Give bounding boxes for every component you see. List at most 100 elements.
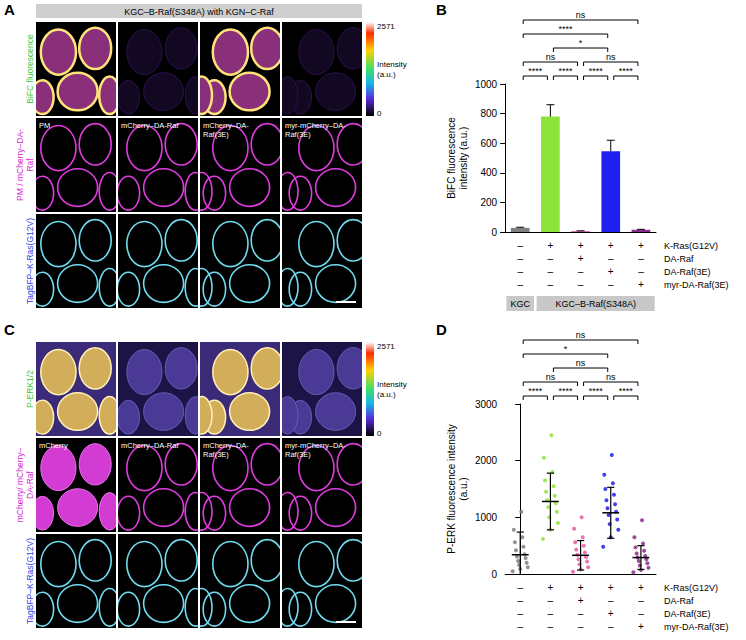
svg-text:+: + bbox=[578, 253, 584, 264]
svg-text:–: – bbox=[517, 595, 523, 606]
svg-text:–: – bbox=[548, 621, 554, 632]
svg-text:ns: ns bbox=[576, 358, 586, 368]
svg-text:ns: ns bbox=[546, 372, 556, 382]
svg-text:Intensity(a.u.): Intensity(a.u.) bbox=[377, 380, 407, 399]
svg-text:–: – bbox=[517, 240, 523, 251]
svg-text:P-ERK1/2: P-ERK1/2 bbox=[25, 370, 35, 408]
svg-text:mCherry–DA-Raf(3E): mCherry–DA-Raf(3E) bbox=[203, 441, 249, 459]
svg-text:600: 600 bbox=[480, 138, 497, 149]
svg-text:****: **** bbox=[558, 386, 573, 396]
svg-text:ns: ns bbox=[606, 52, 616, 62]
svg-text:–: – bbox=[548, 595, 554, 606]
svg-text:–: – bbox=[517, 266, 523, 277]
svg-text:–: – bbox=[517, 279, 523, 290]
svg-text:+: + bbox=[578, 240, 584, 251]
svg-text:0: 0 bbox=[377, 429, 382, 438]
svg-text:mCherry–DA-Raf: mCherry–DA-Raf bbox=[121, 441, 179, 450]
svg-text:Intensity(a.u.): Intensity(a.u.) bbox=[377, 60, 407, 79]
svg-text:+: + bbox=[608, 582, 614, 593]
svg-text:–: – bbox=[578, 279, 584, 290]
svg-text:K-Ras(G12V): K-Ras(G12V) bbox=[664, 583, 718, 593]
svg-text:TagBFP–K-Ras(G12V): TagBFP–K-Ras(G12V) bbox=[25, 218, 35, 304]
svg-text:3000: 3000 bbox=[475, 399, 498, 410]
svg-text:KGC: KGC bbox=[510, 299, 530, 309]
svg-text:****: **** bbox=[619, 66, 634, 76]
svg-text:2000: 2000 bbox=[475, 455, 498, 466]
svg-text:+: + bbox=[638, 621, 644, 632]
svg-text:800: 800 bbox=[480, 108, 497, 119]
svg-text:myr-DA-Raf(3E): myr-DA-Raf(3E) bbox=[664, 622, 729, 632]
svg-text:+: + bbox=[547, 582, 553, 593]
svg-text:mCherry: mCherry bbox=[39, 441, 68, 450]
svg-text:D: D bbox=[436, 321, 447, 338]
svg-text:–: – bbox=[517, 582, 523, 593]
svg-text:mCherry–DA-Raf: mCherry–DA-Raf bbox=[121, 121, 179, 130]
svg-text:mCherry/ mCherry–DA-Raf: mCherry/ mCherry–DA-Raf bbox=[15, 447, 35, 522]
svg-text:+: + bbox=[608, 266, 614, 277]
svg-text:+: + bbox=[608, 240, 614, 251]
svg-text:1000: 1000 bbox=[475, 512, 498, 523]
svg-text:–: – bbox=[578, 621, 584, 632]
svg-text:DA-Raf: DA-Raf bbox=[664, 254, 694, 264]
svg-text:DA-Raf: DA-Raf bbox=[664, 596, 694, 606]
svg-text:P-ERK fluorescence intensity: P-ERK fluorescence intensity bbox=[446, 424, 457, 554]
svg-text:–: – bbox=[548, 279, 554, 290]
svg-text:ns: ns bbox=[576, 10, 586, 20]
svg-text:(a.u.): (a.u.) bbox=[458, 477, 469, 500]
svg-text:****: **** bbox=[589, 66, 604, 76]
svg-text:TagBFP–K-Ras(G12V): TagBFP–K-Ras(G12V) bbox=[25, 538, 35, 624]
svg-text:myr-mCherry–DA-Raf(3E): myr-mCherry–DA-Raf(3E) bbox=[285, 121, 346, 139]
svg-text:BiFC fluorescence: BiFC fluorescence bbox=[446, 117, 457, 199]
svg-text:B: B bbox=[436, 1, 447, 18]
svg-text:–: – bbox=[608, 253, 614, 264]
svg-text:KGC–B-Raf(S348A): KGC–B-Raf(S348A) bbox=[555, 299, 636, 309]
svg-text:–: – bbox=[578, 266, 584, 277]
svg-text:PM: PM bbox=[39, 121, 50, 130]
svg-text:0: 0 bbox=[377, 109, 382, 118]
svg-text:myr-DA-Raf(3E): myr-DA-Raf(3E) bbox=[664, 280, 729, 290]
svg-text:mCherry–DA-Raf(3E): mCherry–DA-Raf(3E) bbox=[203, 121, 249, 139]
svg-text:400: 400 bbox=[480, 167, 497, 178]
svg-text:–: – bbox=[638, 253, 644, 264]
svg-text:****: **** bbox=[558, 66, 573, 76]
svg-text:****: **** bbox=[528, 66, 543, 76]
svg-text:****: **** bbox=[528, 386, 543, 396]
svg-text:2571: 2571 bbox=[377, 342, 395, 351]
svg-text:–: – bbox=[517, 253, 523, 264]
svg-text:ns: ns bbox=[576, 330, 586, 340]
svg-text:C: C bbox=[4, 321, 15, 338]
svg-text:–: – bbox=[548, 266, 554, 277]
svg-text:–: – bbox=[517, 621, 523, 632]
svg-text:DA-Raf(3E): DA-Raf(3E) bbox=[664, 609, 711, 619]
svg-text:K-Ras(G12V): K-Ras(G12V) bbox=[664, 241, 718, 251]
svg-text:*: * bbox=[564, 344, 568, 354]
svg-text:A: A bbox=[4, 1, 15, 18]
svg-text:+: + bbox=[638, 240, 644, 251]
svg-text:–: – bbox=[548, 608, 554, 619]
svg-text:KGC–B-Raf(S348A) with KGN–C-Ra: KGC–B-Raf(S348A) with KGN–C-Raf bbox=[124, 7, 274, 17]
svg-text:–: – bbox=[578, 608, 584, 619]
svg-text:DA-Raf(3E): DA-Raf(3E) bbox=[664, 267, 711, 277]
svg-text:+: + bbox=[638, 582, 644, 593]
svg-text:–: – bbox=[548, 253, 554, 264]
svg-text:****: **** bbox=[558, 24, 573, 34]
svg-text:2571: 2571 bbox=[377, 22, 395, 31]
svg-text:–: – bbox=[638, 595, 644, 606]
svg-text:1000: 1000 bbox=[475, 79, 498, 90]
svg-text:–: – bbox=[608, 595, 614, 606]
svg-text:BiFC fluorescence: BiFC fluorescence bbox=[25, 34, 35, 104]
svg-text:–: – bbox=[608, 279, 614, 290]
svg-text:ns: ns bbox=[546, 52, 556, 62]
svg-text:+: + bbox=[608, 608, 614, 619]
svg-text:–: – bbox=[517, 608, 523, 619]
svg-text:+: + bbox=[578, 595, 584, 606]
svg-text:–: – bbox=[638, 266, 644, 277]
svg-text:–: – bbox=[638, 608, 644, 619]
svg-text:****: **** bbox=[619, 386, 634, 396]
svg-text:****: **** bbox=[589, 386, 604, 396]
svg-text:+: + bbox=[547, 240, 553, 251]
svg-text:ns: ns bbox=[606, 372, 616, 382]
svg-text:0: 0 bbox=[492, 227, 498, 238]
svg-text:+: + bbox=[638, 279, 644, 290]
svg-text:myr-mCherry–DA-Raf(3E): myr-mCherry–DA-Raf(3E) bbox=[285, 441, 346, 459]
